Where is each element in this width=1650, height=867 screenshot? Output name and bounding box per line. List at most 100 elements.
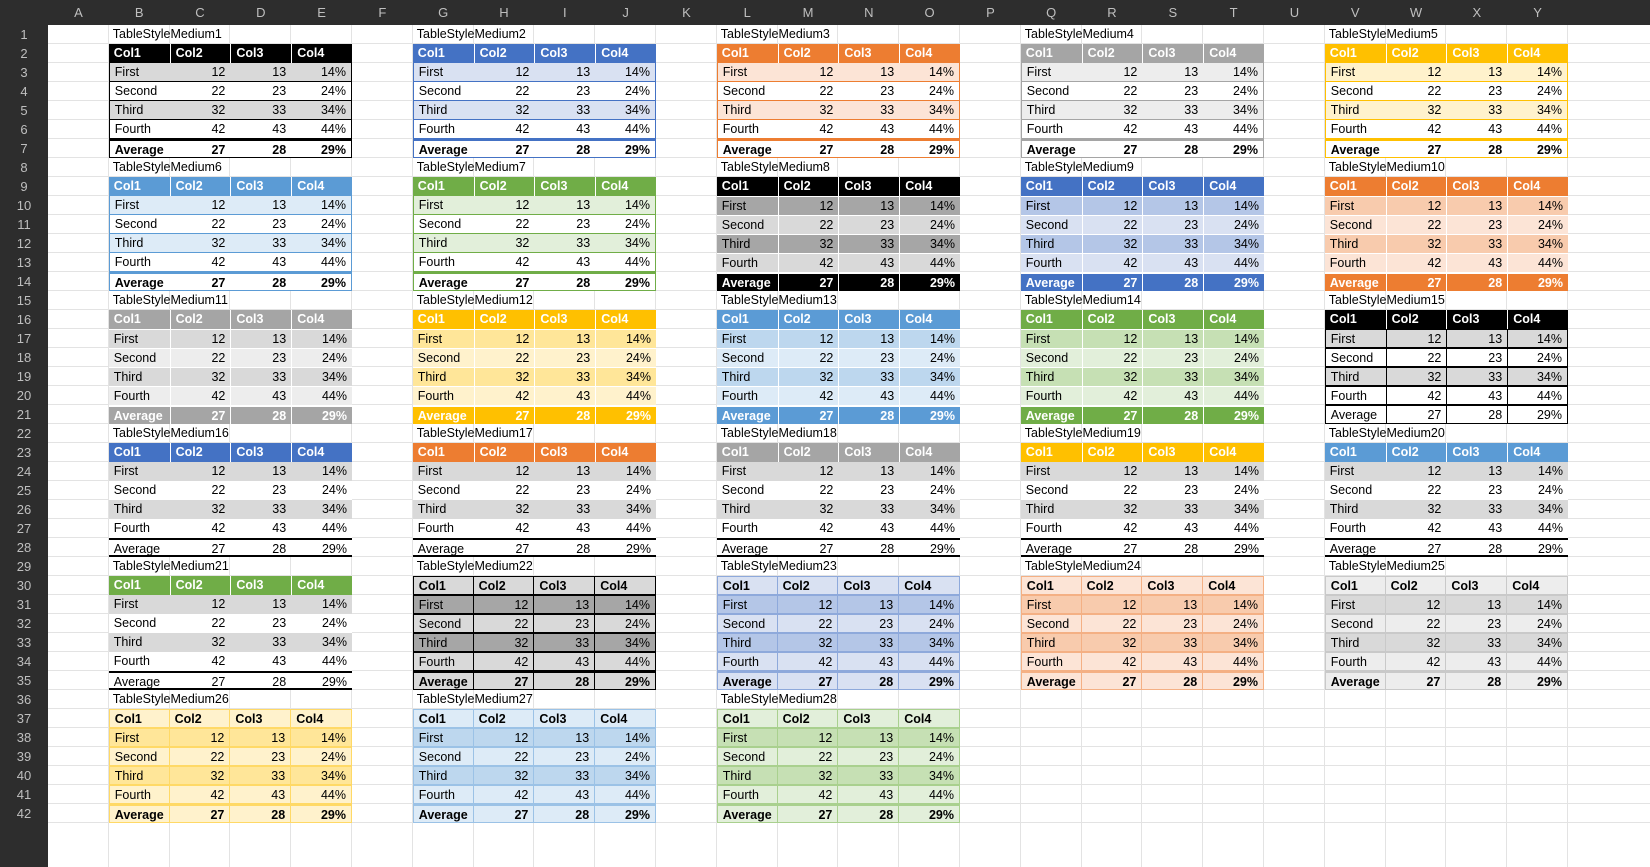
table-cell[interactable]: 44% [899,253,960,272]
table-header-cell[interactable]: Col4 [291,177,352,196]
table-cell[interactable]: 33 [1142,234,1204,253]
row-header[interactable]: 1 [20,27,28,42]
table-cell[interactable]: 23 [534,747,596,766]
table-total-cell[interactable]: 28 [1446,538,1508,557]
table-total-cell[interactable]: Average [1020,538,1082,557]
row-header[interactable]: 3 [20,65,28,80]
table-cell[interactable]: 42 [473,785,535,804]
table-header-cell[interactable]: Col4 [899,177,960,196]
table-cell[interactable]: Second [412,348,474,367]
table-cell[interactable]: Third [1324,367,1386,386]
table-total-cell[interactable]: 28 [1142,405,1204,424]
table-cell[interactable]: Fourth [412,519,474,538]
table-cell[interactable]: 14% [1203,462,1264,481]
row-header[interactable]: 27 [16,521,32,536]
table-header-cell[interactable]: Col2 [1385,576,1447,595]
table-header-cell[interactable]: Col1 [412,443,474,462]
table-cell[interactable]: 22 [473,348,535,367]
table-header-cell[interactable]: Col2 [777,443,839,462]
table-cell[interactable]: Fourth [1020,253,1082,272]
table-cell[interactable]: 24% [291,614,352,633]
table-cell[interactable]: First [412,329,474,348]
table-cell[interactable]: 43 [534,120,596,139]
column-header[interactable]: I [562,5,567,20]
table-total-cell[interactable]: 28 [534,272,596,291]
table-cell[interactable]: Second [412,82,474,101]
row-header[interactable]: 4 [20,84,28,99]
table-cell[interactable]: 43 [230,785,292,804]
column-header[interactable]: K [682,5,691,20]
table-cell[interactable]: 43 [230,253,292,272]
table-cell[interactable]: 14% [899,63,960,82]
column-header[interactable]: Q [1046,5,1057,20]
table-cell[interactable]: 32 [1081,367,1143,386]
table-header-cell[interactable]: Col4 [595,310,656,329]
table-cell[interactable]: 34% [595,766,656,785]
table-cell[interactable]: 12 [169,329,231,348]
table-header-cell[interactable]: Col3 [838,177,900,196]
table-total-cell[interactable]: 28 [534,538,596,557]
table-header-cell[interactable]: Col2 [169,709,231,728]
table-header-cell[interactable]: Col1 [108,310,170,329]
table-header-cell[interactable]: Col1 [412,44,474,63]
row-header[interactable]: 18 [16,350,32,365]
table-header-cell[interactable]: Col3 [838,443,900,462]
column-header[interactable]: J [622,5,629,20]
table-cell[interactable]: 24% [899,614,960,633]
table-cell[interactable]: 12 [473,196,535,215]
table-cell[interactable]: 24% [899,747,960,766]
table-cell[interactable]: Third [108,633,170,652]
table-cell[interactable]: 22 [473,747,535,766]
table-cell[interactable]: Fourth [412,120,474,139]
table-cell[interactable]: 24% [595,614,656,633]
table-total-cell[interactable]: Average [1324,139,1386,158]
table-header-cell[interactable]: Col3 [534,443,596,462]
table-total-cell[interactable]: 28 [1142,538,1204,557]
table-cell[interactable]: 43 [1446,253,1508,272]
table-cell[interactable]: 23 [230,747,292,766]
table-header-cell[interactable]: Col3 [1446,44,1508,63]
row-header[interactable]: 36 [16,692,32,707]
table-total-cell[interactable]: 29% [595,671,656,690]
table-cell[interactable]: Fourth [716,120,778,139]
column-header[interactable]: T [1229,5,1238,20]
table-cell[interactable]: 14% [1507,462,1568,481]
table-cell[interactable]: Third [108,101,170,120]
table-cell[interactable]: 22 [169,215,231,234]
table-cell[interactable]: 32 [777,367,839,386]
table-cell[interactable]: 14% [595,329,656,348]
table-total-cell[interactable]: 27 [777,139,839,158]
table-total-cell[interactable]: Average [1324,538,1386,557]
row-header[interactable]: 6 [20,122,28,137]
table-cell[interactable]: 43 [1142,386,1204,405]
table-total-cell[interactable]: Average [412,272,474,291]
table-header-cell[interactable]: Col2 [1081,177,1143,196]
table-cell[interactable]: 42 [473,253,535,272]
table-header-cell[interactable]: Col1 [1020,44,1082,63]
table-cell[interactable]: Third [412,500,474,519]
table-cell[interactable]: 14% [595,728,656,747]
table-cell[interactable]: Fourth [108,120,170,139]
table-cell[interactable]: 33 [230,633,292,652]
table-cell[interactable]: 13 [838,462,900,481]
table-cell[interactable]: Second [412,614,474,633]
table-cell[interactable]: First [412,462,474,481]
table-cell[interactable]: 43 [1142,253,1204,272]
table-cell[interactable]: 43 [1446,652,1508,671]
table-cell[interactable]: 12 [473,63,535,82]
table-cell[interactable]: 34% [595,234,656,253]
table-cell[interactable]: 33 [534,101,596,120]
table-header-cell[interactable]: Col4 [1507,576,1568,595]
table-cell[interactable]: 23 [1446,481,1508,500]
table-total-cell[interactable]: 28 [534,671,596,690]
table-total-cell[interactable]: Average [412,139,474,158]
table-cell[interactable]: 42 [1081,519,1143,538]
table-cell[interactable]: 34% [291,633,352,652]
table-cell[interactable]: 12 [1385,329,1447,348]
table-cell[interactable]: First [1020,462,1082,481]
table-total-cell[interactable]: 29% [595,272,656,291]
table-header-cell[interactable]: Col2 [777,44,839,63]
table-total-cell[interactable]: Average [108,804,170,823]
table-cell[interactable]: 12 [473,329,535,348]
table-cell[interactable]: 44% [1507,519,1568,538]
